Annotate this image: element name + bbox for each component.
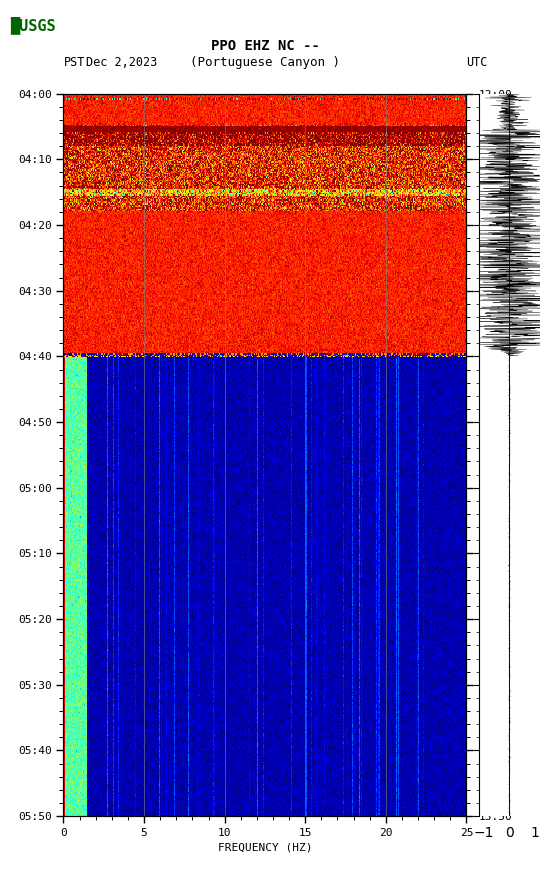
Text: Dec 2,2023: Dec 2,2023 <box>86 56 157 69</box>
Text: UTC: UTC <box>466 56 488 69</box>
Text: █USGS: █USGS <box>10 16 56 34</box>
Text: PST: PST <box>63 56 85 69</box>
Text: (Portuguese Canyon ): (Portuguese Canyon ) <box>190 56 340 69</box>
X-axis label: FREQUENCY (HZ): FREQUENCY (HZ) <box>217 842 312 852</box>
Text: PPO EHZ NC --: PPO EHZ NC -- <box>210 39 320 54</box>
